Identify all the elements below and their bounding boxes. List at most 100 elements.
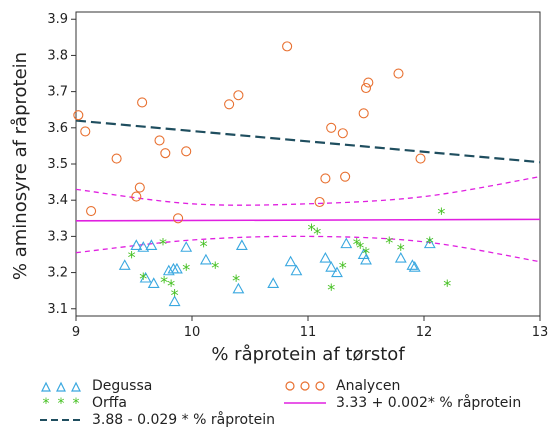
data-point-analycen [154,135,165,146]
legend-label-degussa: Degussa [92,378,153,394]
x-tick-label: 11 [300,325,317,340]
data-point-orffa: * [362,244,370,263]
x-tick-label: 12 [416,325,433,340]
data-point-orffa: * [356,238,364,257]
data-point-analycen [326,122,337,133]
data-point-orffa: * [307,220,315,239]
data-point-orffa: * [385,233,393,252]
legend-dashed-line-icon [40,419,82,421]
legend-label-orffa: Orffa [92,395,127,411]
svg-text:*: * [58,396,65,410]
data-point-degussa [331,266,343,278]
data-point-analycen [181,146,192,157]
regression-line-other [75,218,541,222]
data-point-degussa [360,253,372,265]
data-point-analycen [86,205,97,217]
data-point-analycen [137,97,148,108]
x-tick-label: 13 [532,325,549,340]
data-point-degussa [180,241,193,252]
data-point-orffa: * [327,280,335,299]
data-point-orffa: * [443,276,451,295]
y-tick-label: 3.1 [47,302,68,317]
data-point-analycen [393,68,404,79]
y-tick-label: 3.5 [47,157,68,172]
legend-item-analycen: Analycen [282,378,400,394]
regression-line-analycen [75,119,541,164]
data-point-degussa [118,259,131,270]
legend-triangle-icon [41,381,81,392]
data-point-analycen [233,90,244,101]
data-point-degussa [235,239,248,250]
data-point-orffa: * [200,236,208,255]
data-point-degussa [423,237,436,249]
y-axis-label: % aminosyre af råprotein [10,52,31,280]
data-point-degussa [139,271,152,283]
y-axis-label-wrap: % aminosyre af råprotein [6,16,34,316]
data-point-degussa [284,255,297,267]
data-point-analycen [320,173,331,184]
data-point-analycen [415,153,426,164]
data-point-degussa [340,237,353,249]
data-point-orffa: * [167,276,175,295]
data-point-analycen [360,82,372,94]
data-point-analycen [363,77,374,88]
ci-lower-line [75,235,541,263]
legend: Degussa Analycen * * * Orffa 3.33 + 0.00… [0,378,560,436]
legend-label-analycen: Analycen [336,378,401,394]
legend-label-dashed-line: 3.88 - 0.029 * % råprotein [92,412,275,428]
data-point-analycen [340,171,351,182]
legend-item-dashed-line: 3.88 - 0.029 * % råprotein [38,412,275,428]
y-tick-label: 3.4 [47,193,68,208]
svg-text:*: * [43,396,50,410]
y-tick-label: 3.3 [47,229,68,244]
plot-area: 9 10 11 12 133.13.23.33.43.53.63.73.83.9****… [47,11,549,340]
data-point-degussa [147,277,160,288]
y-tick-label: 3.8 [47,48,68,63]
ci-upper-line [75,176,541,206]
y-tick-label: 3.6 [47,121,68,136]
data-point-analycen [224,99,235,110]
data-point-orffa: * [182,260,190,279]
x-tick-label: 10 [184,325,201,340]
data-point-orffa: * [232,271,240,290]
data-point-degussa [290,264,303,276]
data-point-orffa: * [437,204,445,223]
data-point-degussa [319,251,332,263]
data-point-degussa [199,253,212,265]
y-tick-label: 3.7 [47,85,68,100]
data-point-orffa: * [139,269,147,288]
data-point-orffa: * [313,224,321,243]
svg-text:*: * [73,396,80,410]
x-axis-label: % råprotein af tørstof [211,344,405,365]
data-point-degussa [394,251,407,263]
data-point-degussa [137,241,150,252]
data-point-analycen [134,182,145,193]
data-point-analycen [111,153,122,164]
legend-solid-line-icon [284,402,326,404]
legend-item-degussa: Degussa [38,378,152,394]
data-point-degussa [325,261,338,272]
y-tick-label: 3.2 [47,266,68,281]
legend-label-solid-line: 3.33 + 0.002* % råprotein [336,395,522,411]
data-point-analycen [337,128,348,139]
data-point-analycen [160,148,171,159]
data-point-orffa: * [426,233,434,252]
data-point-orffa: * [353,235,361,254]
data-point-orffa: * [128,247,136,266]
data-point-degussa [168,295,181,307]
data-point-degussa [232,282,245,294]
data-point-orffa: * [159,235,167,254]
y-tick-label: 3.9 [47,12,68,27]
data-point-degussa [408,261,421,272]
data-point-orffa: * [339,258,347,277]
y-axis-label-svg: % aminosyre af råprotein [10,52,31,280]
legend-item-orffa: * * * Orffa [38,395,128,411]
data-point-degussa [170,262,183,274]
legend-asterisk-icon: * * * [43,396,80,410]
x-tick-label: 9 [72,325,80,340]
data-point-orffa: * [397,240,405,259]
data-point-degussa [162,264,175,276]
data-point-degussa [145,239,158,250]
data-point-analycen [282,41,293,52]
